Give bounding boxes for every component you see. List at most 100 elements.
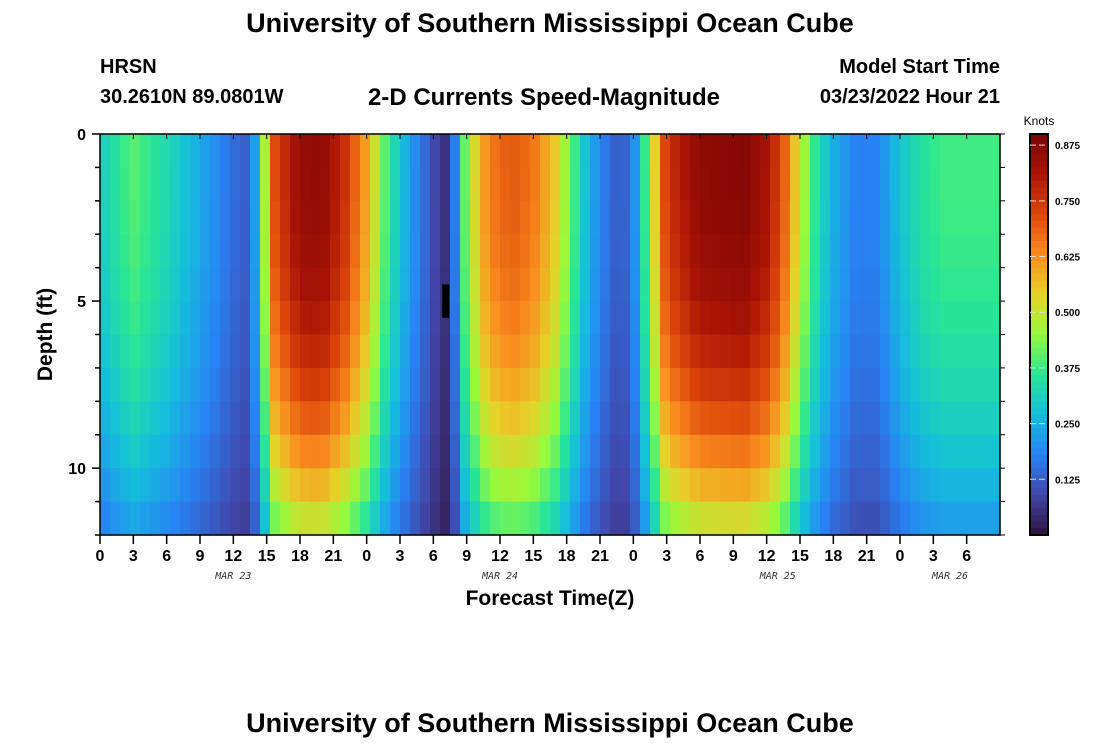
heatmap-cell: [990, 401, 1001, 436]
heatmap-cell: [570, 367, 581, 402]
heatmap-cell: [960, 501, 971, 536]
heatmap-cell: [540, 501, 551, 536]
heatmap-cell: [190, 267, 201, 302]
heatmap-cell: [200, 234, 211, 269]
heatmap-cell: [580, 234, 591, 269]
heatmap-cell: [780, 468, 791, 503]
heatmap-cell: [300, 501, 311, 536]
colorbar-label: Knots: [1024, 114, 1055, 128]
colorbar-segment: [1030, 448, 1048, 456]
heatmap-cell: [330, 234, 341, 269]
heatmap-cell: [120, 234, 131, 269]
heatmap-cell: [700, 301, 711, 336]
heatmap-cell: [250, 401, 261, 436]
heatmap-cell: [500, 200, 511, 235]
heatmap-cell: [960, 267, 971, 302]
x-tick-label: 0: [896, 548, 905, 565]
heatmap-cell: [120, 167, 131, 202]
heatmap-cell: [490, 200, 501, 235]
heatmap-cell: [120, 367, 131, 402]
x-tick-label: 6: [162, 548, 171, 565]
colorbar-segment: [1030, 474, 1048, 483]
heatmap-cell: [830, 401, 841, 436]
heatmap-cell: [220, 301, 231, 336]
heatmap-cell: [540, 301, 551, 336]
heatmap-cell: [390, 200, 401, 235]
heatmap-cells: [100, 134, 1001, 536]
heatmap-cell: [280, 367, 291, 402]
heatmap-cell: [400, 200, 411, 235]
x-tick-label: 18: [558, 548, 576, 565]
heatmap-cell: [280, 434, 291, 469]
heatmap-cell: [620, 468, 631, 503]
heatmap-cell: [970, 301, 981, 336]
colorbar-segment: [1030, 387, 1048, 396]
heatmap-cell: [310, 234, 321, 269]
heatmap-cell: [810, 134, 821, 169]
heatmap-cell: [100, 468, 111, 503]
heatmap-cell: [640, 200, 651, 235]
colorbar-segment: [1030, 434, 1048, 442]
colorbar-segment: [1030, 207, 1048, 215]
heatmap-cell: [130, 434, 141, 469]
heatmap-cell: [490, 134, 501, 169]
heatmap-cell: [240, 134, 251, 169]
heatmap-cell: [880, 234, 891, 269]
heatmap-cell: [250, 367, 261, 402]
heatmap-cell: [290, 334, 301, 369]
heatmap-cell: [630, 301, 641, 336]
heatmap-cell: [200, 200, 211, 235]
x-tick-label: 18: [291, 548, 309, 565]
heatmap-cell: [310, 267, 321, 302]
heatmap-cell: [740, 501, 751, 536]
heatmap-cell: [970, 134, 981, 169]
heatmap-cell: [430, 401, 441, 436]
heatmap-cell: [730, 134, 741, 169]
heatmap-cell: [870, 468, 881, 503]
heatmap-cell: [260, 301, 271, 336]
heatmap-cell: [590, 434, 601, 469]
heatmap-cell: [920, 134, 931, 169]
heatmap-cell: [640, 401, 651, 436]
heatmap-cell: [690, 434, 701, 469]
heatmap-cell: [290, 234, 301, 269]
heatmap-cell: [310, 134, 321, 169]
heatmap-cell: [890, 301, 901, 336]
heatmap-cell: [830, 167, 841, 202]
heatmap-cell: [870, 401, 881, 436]
heatmap-cell: [990, 200, 1001, 235]
heatmap-cell: [460, 267, 471, 302]
heatmap-cell: [130, 468, 141, 503]
heatmap-cell: [710, 468, 721, 503]
colorbar-segment: [1030, 428, 1048, 436]
heatmap-cell: [340, 167, 351, 202]
heatmap-cell: [990, 334, 1001, 369]
heatmap-cell: [220, 367, 231, 402]
heatmap-cell: [840, 434, 851, 469]
heatmap-cell: [770, 167, 781, 202]
heatmap-cell: [820, 234, 831, 269]
heatmap-cell: [570, 267, 581, 302]
heatmap-cell: [410, 468, 421, 503]
heatmap-cell: [230, 267, 241, 302]
heatmap-cell: [280, 468, 291, 503]
heatmap-cell: [650, 501, 661, 536]
heatmap-cell: [840, 367, 851, 402]
heatmap-cell: [610, 200, 621, 235]
heatmap-cell: [600, 134, 611, 169]
heatmap-cell: [720, 167, 731, 202]
heatmap-cell: [420, 501, 431, 536]
heatmap-cell: [320, 167, 331, 202]
heatmap-cell: [120, 267, 131, 302]
heatmap-cell: [250, 501, 261, 536]
heatmap-cell: [780, 167, 791, 202]
heatmap-cell: [800, 401, 811, 436]
colorbar-tick-label: 0.625: [1055, 253, 1080, 264]
heatmap-cell: [910, 234, 921, 269]
colorbar-segment: [1030, 454, 1048, 462]
heatmap-cell: [330, 401, 341, 436]
heatmap-cell: [830, 301, 841, 336]
heatmap-cell: [490, 434, 501, 469]
heatmap-cell: [650, 167, 661, 202]
heatmap-cell: [870, 234, 881, 269]
